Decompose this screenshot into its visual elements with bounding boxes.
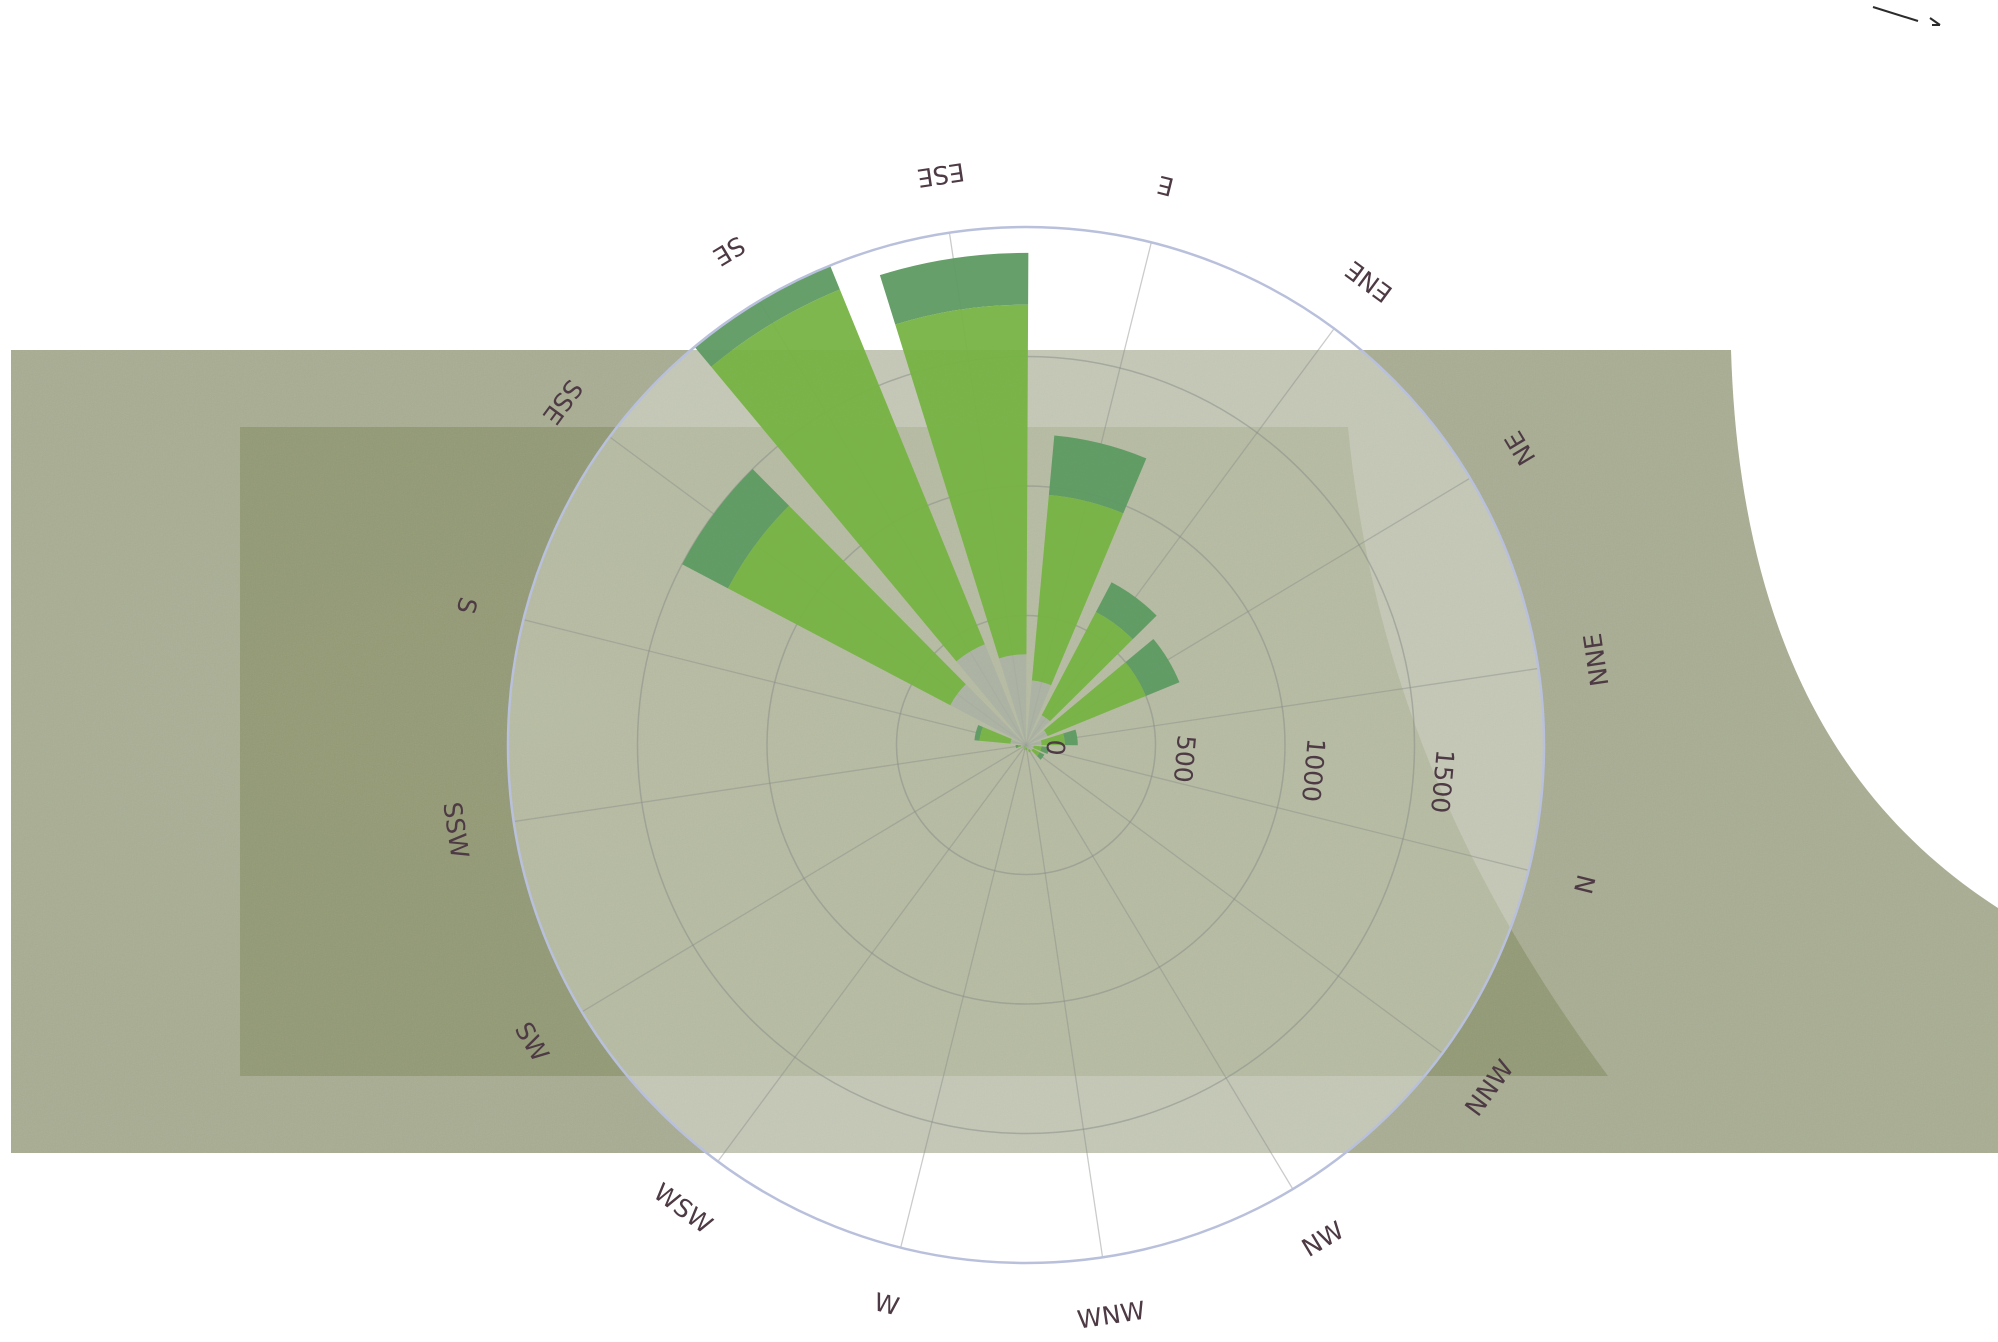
direction-label-SE: SE (708, 230, 750, 271)
bar-N-layer-0 (1026, 745, 1034, 749)
bar-ENE-layer-1 (1041, 612, 1133, 722)
bar-SSE-layer-0 (950, 684, 1026, 745)
bar-ESE-layer-2 (879, 252, 1029, 325)
building-footprint (240, 427, 1608, 1076)
bar-SSW-layer-0 (1020, 744, 1026, 747)
bar-WSW-layer-1 (1024, 745, 1026, 748)
bar-NNE-layer-1 (1040, 733, 1065, 746)
bar-ESE-layer-0 (999, 654, 1027, 745)
bar-S-layer-2 (974, 724, 984, 741)
bar-SE-layer-2 (694, 265, 840, 367)
grid-spoke-NW (1025, 744, 1294, 1190)
bar-SE-layer-0 (956, 644, 1026, 745)
bar-S-layer-0 (1010, 738, 1026, 745)
bar-SSE-layer-1 (727, 505, 966, 706)
bar-E-layer-2 (1048, 435, 1147, 514)
polar-bars (682, 252, 1180, 760)
direction-label-W: W (871, 1287, 902, 1321)
direction-label-WNW: WNW (1075, 1296, 1147, 1335)
bar-NNE-layer-0 (1026, 740, 1042, 746)
bar-ENE-layer-2 (1095, 582, 1157, 640)
direction-label-E: E (1154, 170, 1176, 202)
bar-WNW-layer-0 (1025, 745, 1027, 748)
direction-label-WSW: WSW (648, 1177, 718, 1239)
grid-spoke-SSW (513, 744, 1027, 823)
grid-spoke-N (1025, 744, 1529, 871)
radial-tick-label-0: 0 (1040, 738, 1070, 756)
bar-E-layer-0 (1026, 680, 1052, 745)
direction-label-ENE: ENE (1340, 255, 1398, 308)
bar-WNW-layer-1 (1025, 747, 1028, 751)
north-arrow-icon (1872, 6, 1941, 26)
bar-NE-layer-2 (1125, 638, 1180, 697)
radial-tick-labels: 0 500 1000 1500 (1040, 734, 1459, 815)
grid-spoke-SW (581, 744, 1027, 1013)
bar-WSW-layer-0 (1025, 745, 1026, 747)
outer-ring (506, 225, 1546, 1265)
bar-NW-layer-0 (1026, 745, 1030, 750)
bar-W-layer-1 (1023, 747, 1026, 751)
direction-label-ESE: ESE (915, 157, 966, 193)
bar-ENE-layer-0 (1026, 715, 1050, 745)
bar-NE-layer-1 (1043, 662, 1146, 737)
direction-label-NW: NW (1297, 1216, 1349, 1263)
bar-W-layer-0 (1024, 745, 1026, 748)
grid-spoke-W (900, 744, 1027, 1248)
bar-NNW-layer-1 (1031, 748, 1040, 757)
bar-N-layer-1 (1033, 745, 1042, 752)
bar-SSE-layer-2 (682, 468, 790, 589)
bar-SE-layer-1 (711, 289, 985, 662)
bar-NNE-layer-2 (1063, 729, 1078, 746)
bar-SSW-layer-1 (1018, 744, 1022, 748)
bar-ESE-layer-1 (895, 304, 1029, 659)
direction-label-S: S (451, 594, 483, 616)
bar-NNW-layer-0 (1026, 745, 1033, 751)
bar-S-layer-1 (979, 726, 1012, 744)
radial-tick-label-3: 1500 (1425, 748, 1459, 814)
bar-NE-layer-0 (1026, 730, 1048, 745)
radial-tick-label-2: 1000 (1296, 737, 1330, 803)
bar-N-layer-2 (1040, 746, 1050, 755)
bar-NNW-layer-2 (1036, 752, 1045, 760)
bar-SW-layer-0 (1023, 745, 1026, 747)
grid-spoke-WNW (1025, 744, 1104, 1258)
bar-NW-layer-1 (1027, 748, 1031, 753)
grid-spoke-NNE (1025, 667, 1539, 746)
grid-spoke-WSW (717, 744, 1027, 1162)
radial-tick-label-1: 500 (1168, 734, 1201, 784)
grid-spoke-S (523, 619, 1027, 746)
bar-SSW-layer-2 (1015, 744, 1019, 749)
bar-E-layer-1 (1031, 494, 1124, 686)
site-plan-background (11, 350, 1998, 1153)
grid-spoke-NNW (1025, 744, 1443, 1054)
